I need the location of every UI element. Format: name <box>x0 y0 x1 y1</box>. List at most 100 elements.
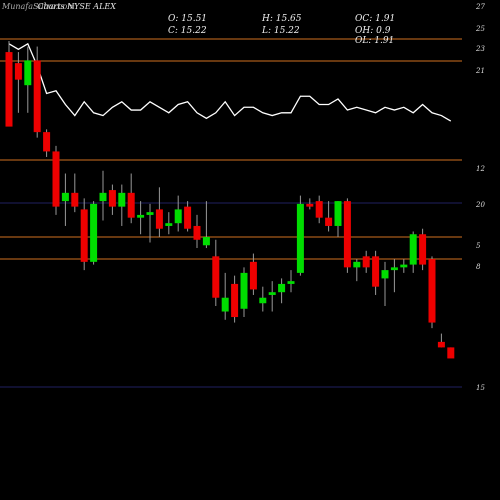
candle <box>390 259 398 293</box>
axis-label-2: 23 <box>475 45 485 53</box>
candle-body <box>372 256 380 287</box>
ohlc-low: L: 15.22 <box>262 26 300 36</box>
candle-body <box>52 151 60 207</box>
candle-body <box>419 234 427 265</box>
candle <box>33 46 41 138</box>
candle <box>372 250 380 295</box>
candle <box>287 270 295 293</box>
candle-body <box>325 217 333 226</box>
ohlc-high: H: 15.65 <box>262 14 302 24</box>
candle-body <box>127 192 135 218</box>
candle <box>5 41 13 127</box>
candle <box>174 195 182 232</box>
axis-label-1: 25 <box>475 25 485 33</box>
candle-body <box>14 63 22 80</box>
candle <box>202 201 210 249</box>
candle <box>24 46 32 113</box>
candle <box>362 250 370 273</box>
candle <box>193 214 201 249</box>
candle <box>334 201 342 237</box>
candle <box>240 267 248 318</box>
candle-body <box>240 272 248 309</box>
candle <box>437 333 445 348</box>
overlay-line <box>8 42 452 122</box>
candle-body <box>287 281 295 284</box>
candle <box>259 286 267 312</box>
candle-body <box>362 256 370 268</box>
axis-label-6: 5 <box>476 242 481 250</box>
candle-body <box>343 201 351 268</box>
candle <box>52 145 60 215</box>
axis-label-7: 8 <box>476 263 481 271</box>
candle <box>249 253 257 295</box>
candle-body <box>24 60 32 86</box>
axis-label-3: 21 <box>475 67 485 75</box>
ohlc-open: O: 15.51 <box>168 14 208 24</box>
candle <box>315 195 323 224</box>
axis-label-0: 27 <box>475 3 485 11</box>
right-axis-labels: 27 25 23 21 12 20 5 8 15 <box>475 3 485 392</box>
level-lines <box>0 38 462 388</box>
candle-body <box>381 270 389 279</box>
candle-body <box>447 347 455 359</box>
candle <box>400 259 408 273</box>
candle-body <box>409 234 417 265</box>
candle <box>146 203 154 243</box>
candle-body <box>43 132 51 152</box>
candle <box>419 228 427 271</box>
candle-body <box>184 206 192 229</box>
watermark: MunafaSutra.com <box>2 2 75 11</box>
candle-body <box>165 223 173 226</box>
candle-body <box>437 341 445 348</box>
candle-body <box>249 261 257 290</box>
candle <box>137 201 145 235</box>
candle-body <box>400 264 408 268</box>
candle <box>231 275 239 323</box>
ohlc-oh: OH: 0.9 <box>355 26 391 36</box>
candle <box>428 256 436 329</box>
candle-body <box>193 225 201 240</box>
candle <box>184 201 192 232</box>
candle-body <box>259 297 267 304</box>
candle-body <box>118 192 126 207</box>
candle-body <box>61 192 69 202</box>
candle-body <box>268 292 276 295</box>
candle-body <box>315 201 323 218</box>
candle <box>61 173 69 226</box>
candle-body <box>221 297 229 312</box>
candle <box>43 129 51 157</box>
candle <box>353 259 361 282</box>
candle-body <box>71 192 79 207</box>
candle <box>14 52 22 113</box>
candle-body <box>202 237 210 246</box>
candle <box>155 187 163 237</box>
candle-body <box>137 214 145 218</box>
ohlc-oc: OC: 1.91 <box>355 14 396 24</box>
candle <box>212 239 220 306</box>
candle-body <box>278 283 286 293</box>
chart-header: MunafaSutra.com Charts NYSE ALEX <box>2 2 116 11</box>
candle-body <box>33 60 41 133</box>
candle-body <box>108 190 116 207</box>
candle <box>71 173 79 213</box>
candle-body <box>80 209 88 262</box>
candles-layer <box>5 41 455 359</box>
candle <box>90 201 98 265</box>
candle-body <box>90 203 98 262</box>
candle <box>381 261 389 306</box>
ohlc-close: C: 15.22 <box>168 26 207 36</box>
candle <box>306 198 314 210</box>
candle-body <box>146 212 154 215</box>
candle-body <box>353 261 361 268</box>
overlay-line-layer <box>8 42 452 122</box>
candle <box>296 195 304 276</box>
axis-label-5: 20 <box>475 201 485 209</box>
candle <box>447 347 455 359</box>
axis-label-8: 15 <box>476 384 485 392</box>
candle <box>409 231 417 273</box>
candle <box>343 198 351 273</box>
candle <box>221 272 229 320</box>
candle <box>165 212 173 235</box>
candle-body <box>231 283 239 318</box>
